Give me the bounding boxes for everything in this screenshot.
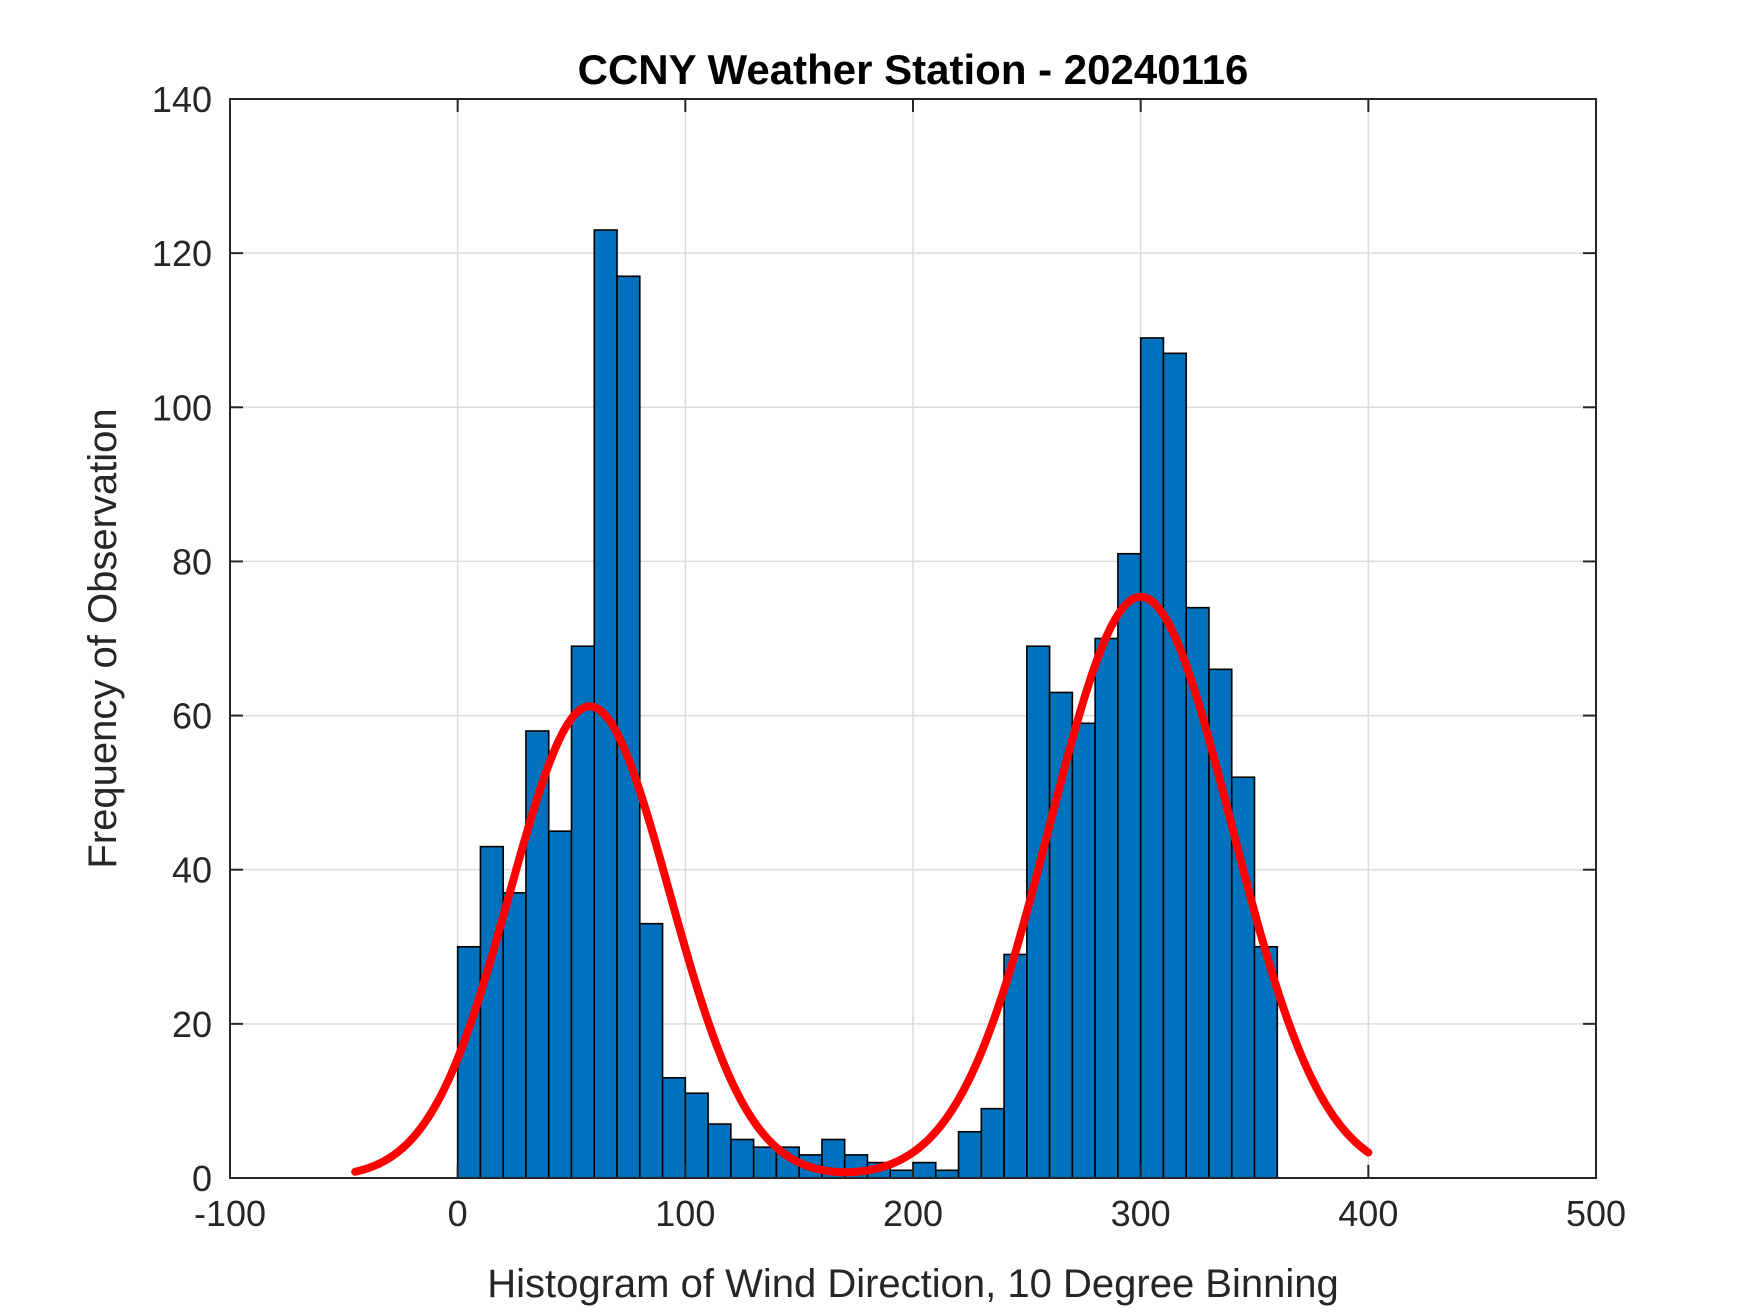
histogram-bars <box>456 229 1279 1179</box>
histogram-bar <box>593 229 618 1179</box>
y-axis-label: Frequency of Observation <box>81 408 125 868</box>
x-tick-label: 100 <box>655 1193 715 1234</box>
histogram-bar <box>1071 722 1096 1179</box>
y-tick-labels: 0 20 40 60 80 100 120 140 <box>152 79 212 1199</box>
histogram-bar <box>684 1092 709 1179</box>
histogram-bar <box>616 275 641 1179</box>
x-tick-label: 500 <box>1566 1193 1626 1234</box>
histogram-bar <box>912 1161 937 1179</box>
y-tick-label: 120 <box>152 233 212 274</box>
histogram-bar <box>752 1146 778 1179</box>
y-tick-label: 20 <box>172 1004 212 1045</box>
chart-title: CCNY Weather Station - 20240116 <box>578 46 1249 93</box>
histogram-bar <box>730 1138 755 1179</box>
histogram-bar <box>980 1107 1005 1179</box>
histogram-bar <box>456 945 482 1179</box>
axis-ticks <box>229 98 1597 1179</box>
y-tick-label: 80 <box>172 541 212 582</box>
histogram-bar <box>479 845 504 1179</box>
histogram-bar <box>638 922 664 1179</box>
x-tick-label: 300 <box>1111 1193 1171 1234</box>
histogram-bar <box>570 645 596 1179</box>
histogram-bar <box>1139 337 1165 1179</box>
histogram-bar <box>502 892 527 1179</box>
histogram-bar <box>1162 352 1188 1179</box>
histogram-bar <box>934 1169 960 1179</box>
fit-curve-layer <box>351 592 1373 1177</box>
y-tick-label: 0 <box>192 1158 212 1199</box>
histogram-bar <box>661 1077 687 1179</box>
y-tick-label: 60 <box>172 696 212 737</box>
x-tick-label: 200 <box>883 1193 943 1234</box>
fit-curve <box>351 592 1373 1177</box>
y-tick-label: 140 <box>152 79 212 120</box>
x-tick-label: 0 <box>448 1193 468 1234</box>
x-axis-label: Histogram of Wind Direction, 10 Degree B… <box>487 1262 1339 1306</box>
y-tick-label: 40 <box>172 850 212 891</box>
histogram-bar <box>1094 637 1119 1179</box>
histogram-bar <box>1117 552 1142 1179</box>
histogram-bar <box>547 830 573 1179</box>
histogram-bar <box>707 1123 732 1179</box>
x-tick-label: -100 <box>194 1193 266 1234</box>
x-tick-labels: -100 0 100 200 300 400 500 <box>194 1193 1626 1234</box>
histogram-bar <box>889 1169 914 1179</box>
x-tick-label: 400 <box>1338 1193 1398 1234</box>
grid-lines <box>230 99 1596 1178</box>
histogram-bar <box>957 1130 983 1179</box>
y-tick-label: 100 <box>152 387 212 428</box>
